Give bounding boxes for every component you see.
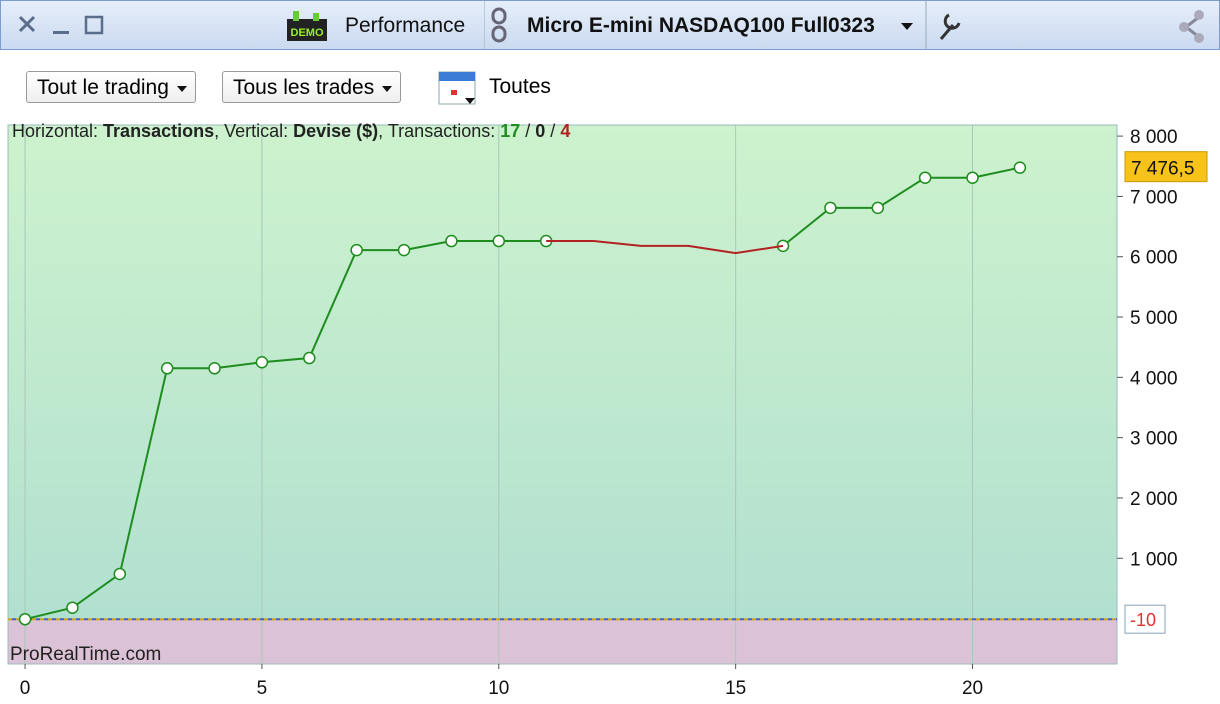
trade-marker <box>350 243 363 257</box>
baseline-label: -10 <box>1130 610 1156 630</box>
watermark: ProRealTime.com <box>10 644 161 665</box>
info-value: Devise ($) <box>293 121 378 141</box>
y-tick-label: 2 000 <box>1130 489 1178 510</box>
neutral-count: 0 <box>535 121 545 141</box>
trade-marker <box>66 601 79 614</box>
trade-marker <box>871 201 885 215</box>
maximize-icon[interactable] <box>84 15 104 35</box>
demo-icon: DEMO <box>287 11 327 41</box>
trade-marker <box>160 362 174 375</box>
info-label: , Transactions: <box>378 121 500 141</box>
demo-bg <box>287 19 327 41</box>
baseline-box <box>1124 604 1166 634</box>
trade-marker <box>445 234 458 248</box>
window-controls <box>18 15 104 35</box>
module-title[interactable]: Performance <box>345 14 466 37</box>
filter-bar: Tout le trading Tous les trades Toutes <box>0 50 1220 120</box>
trade-marker <box>208 362 221 375</box>
period-label[interactable]: Toutes <box>489 75 551 98</box>
last-value-box <box>1124 151 1208 183</box>
y-tick-label: 8 000 <box>1130 127 1178 148</box>
share-node <box>1194 10 1204 20</box>
scope-dropdown[interactable]: Tout le trading <box>26 71 196 103</box>
trade-marker <box>303 351 316 365</box>
y-tick-label: 5 000 <box>1130 308 1178 329</box>
plot-positive-zone <box>8 125 1117 620</box>
y-tick-label: 4 000 <box>1130 368 1178 389</box>
info-value: Transactions <box>103 121 214 141</box>
info-label: , Vertical: <box>214 121 293 141</box>
y-tick-label: 1 000 <box>1130 549 1178 570</box>
info-label: Horizontal: <box>12 121 103 141</box>
y-tick-label: 7 000 <box>1130 187 1178 208</box>
x-tick-label: 0 <box>20 678 31 699</box>
info-sep: / <box>520 121 535 141</box>
x-tick-label: 15 <box>725 678 746 699</box>
equity-line <box>546 240 784 255</box>
info-sep: / <box>545 121 560 141</box>
trade-marker <box>824 201 837 215</box>
equity-line <box>24 240 547 621</box>
plot-negative-zone <box>8 619 1117 664</box>
plot-frame <box>7 124 1118 665</box>
x-tick-label: 5 <box>257 678 268 699</box>
trade-marker <box>918 171 932 184</box>
wins-count: 17 <box>500 121 520 141</box>
demo-candle <box>313 13 319 21</box>
equity-line <box>782 166 1021 247</box>
instrument-name[interactable]: Micro E-mini NASDAQ100 Full0323 <box>527 14 875 37</box>
calendar-icon[interactable] <box>437 68 479 108</box>
wrench-icon[interactable] <box>939 13 961 40</box>
x-tick-label: 20 <box>962 678 983 699</box>
link-icon[interactable] <box>484 1 514 49</box>
x-tick-label: 10 <box>488 678 509 699</box>
share-node <box>1194 33 1204 43</box>
link-ring <box>491 7 507 25</box>
demo-badge: DEMO <box>291 27 324 39</box>
trade-marker <box>113 567 127 581</box>
toolbar-right <box>901 1 1204 49</box>
equity-chart: Horizontal: Transactions, Vertical: Devi… <box>7 121 1208 699</box>
calendar-day <box>451 90 457 95</box>
demo-candle <box>293 11 299 21</box>
trades-dropdown[interactable]: Tous les trades <box>222 71 402 103</box>
y-tick-label: 3 000 <box>1130 429 1178 450</box>
y-tick-label: 6 000 <box>1130 248 1178 269</box>
title-bar: DEMO Performance Micro E-mini NASDAQ100 … <box>0 0 1220 50</box>
trade-marker <box>966 171 979 184</box>
calendar-header <box>439 72 475 81</box>
close-icon[interactable] <box>18 15 36 33</box>
calendar-caret <box>465 98 475 104</box>
trade-marker <box>397 243 411 257</box>
trade-marker <box>492 234 506 248</box>
trade-marker <box>18 612 32 626</box>
last-value-label: 7 476,5 <box>1131 159 1194 180</box>
minimize-icon[interactable] <box>53 31 69 34</box>
chart-info: Horizontal: Transactions, Vertical: Devi… <box>12 121 570 141</box>
losses-count: 4 <box>560 121 570 141</box>
trade-marker <box>255 356 269 369</box>
instrument-caret[interactable] <box>901 23 913 30</box>
link-ring <box>491 25 507 43</box>
trade-marker <box>1013 161 1027 174</box>
share-node <box>1179 22 1189 32</box>
